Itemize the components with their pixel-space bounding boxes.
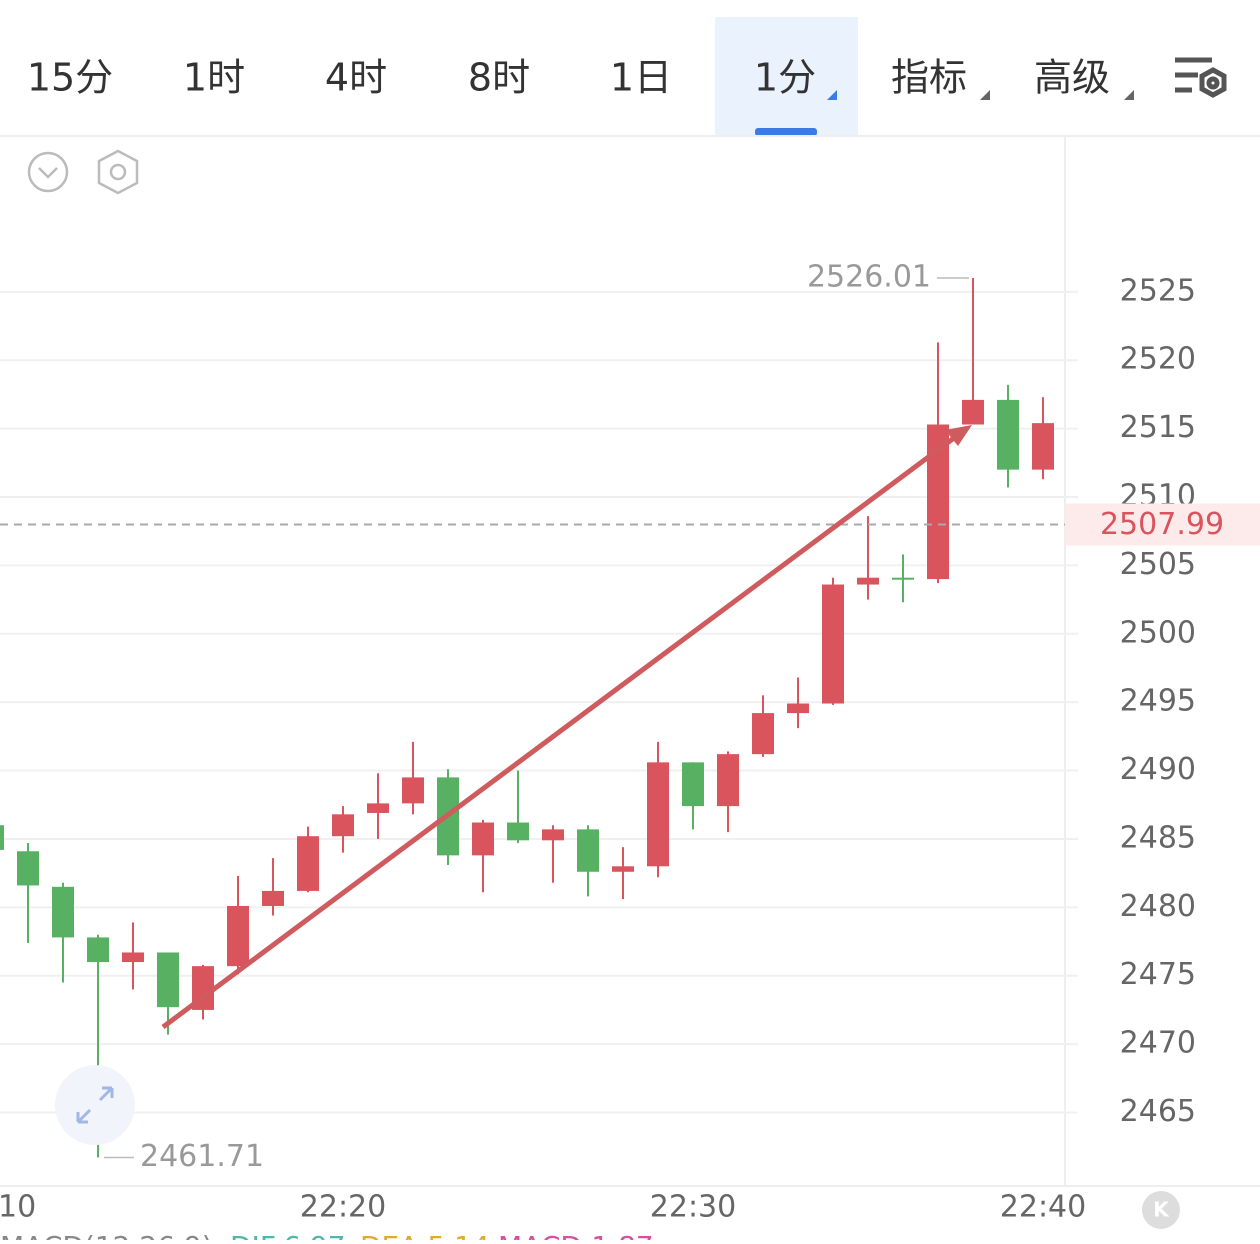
y-tick-label: 2470 xyxy=(1120,1026,1196,1061)
candle-body xyxy=(577,829,599,872)
candle-body xyxy=(822,584,844,704)
candle-body xyxy=(227,905,249,967)
candle-body xyxy=(122,952,144,963)
candle-body xyxy=(17,851,39,886)
x-tick-label: 22:10 xyxy=(0,1190,36,1225)
indicator-dif: DIF:6.97 xyxy=(230,1230,346,1240)
candle-body xyxy=(0,825,4,850)
fullscreen-button[interactable] xyxy=(55,1065,135,1145)
candle-body xyxy=(472,822,494,856)
candle-body xyxy=(507,822,529,841)
candle-body xyxy=(717,754,739,807)
chart-settings[interactable] xyxy=(97,149,139,195)
y-tick-label: 2490 xyxy=(1120,752,1196,787)
tab[interactable]: 8时 xyxy=(468,56,530,100)
indicator-macd: MACD:1.87 xyxy=(498,1230,654,1240)
tab[interactable]: 指标 xyxy=(891,56,967,100)
candle-body xyxy=(787,703,809,714)
active-tab-indicator xyxy=(755,128,817,136)
candle-body xyxy=(752,713,774,755)
y-tick-label: 2520 xyxy=(1120,342,1196,377)
y-tick-label: 2485 xyxy=(1120,820,1196,855)
tab[interactable]: 15分 xyxy=(27,56,113,100)
candle-body xyxy=(402,777,424,804)
x-tick-label: 22:40 xyxy=(1000,1190,1086,1225)
settings-icon[interactable] xyxy=(1175,57,1227,98)
trend-arrow xyxy=(161,429,964,1030)
last-price-box xyxy=(1065,503,1260,546)
indicator-name: MACD(12,26,9) xyxy=(0,1230,213,1240)
svg-text:K: K xyxy=(1153,1198,1170,1222)
candle-body xyxy=(297,836,319,891)
candle-body xyxy=(612,866,634,872)
candle-body xyxy=(367,803,389,813)
x-tick-label: 22:20 xyxy=(300,1190,386,1225)
collapse-button[interactable] xyxy=(27,151,69,193)
tab[interactable]: 4时 xyxy=(325,56,387,100)
candle-body xyxy=(927,424,949,580)
tab[interactable]: 1时 xyxy=(183,56,245,100)
y-tick-label: 2480 xyxy=(1120,889,1196,924)
active-tab-bg xyxy=(715,17,858,135)
kline-button[interactable] xyxy=(1142,1191,1180,1229)
x-tick-label: 22:30 xyxy=(650,1190,736,1225)
tab[interactable]: 1日 xyxy=(610,56,672,100)
y-tick-label: 2495 xyxy=(1120,684,1196,719)
candle-body xyxy=(542,829,564,841)
y-tick-label: 2475 xyxy=(1120,957,1196,992)
candle-body xyxy=(1032,423,1054,470)
y-tick-label: 2465 xyxy=(1120,1094,1196,1129)
candle-body xyxy=(962,399,984,425)
candle-body xyxy=(157,952,179,1008)
y-tick-label: 2505 xyxy=(1120,547,1196,582)
candle-body xyxy=(997,399,1019,470)
candle-body xyxy=(332,814,354,837)
candle-body xyxy=(87,937,109,963)
y-tick-label: 2500 xyxy=(1120,615,1196,650)
last-price-label: 2507.99 xyxy=(1100,507,1224,542)
candle-body xyxy=(857,577,879,585)
tab[interactable]: 1分 xyxy=(754,56,816,100)
candle-body xyxy=(647,762,669,867)
y-tick-label: 2525 xyxy=(1120,273,1196,308)
candle-body xyxy=(682,762,704,807)
min-label: 2461.71 xyxy=(140,1139,264,1174)
indicator-dea: DEA:5.14 xyxy=(360,1230,490,1240)
candle-body xyxy=(52,886,74,938)
candle-body xyxy=(892,577,914,580)
tab[interactable]: 高级 xyxy=(1034,56,1110,100)
max-label: 2526.01 xyxy=(807,260,931,295)
candle-body xyxy=(262,890,284,906)
y-tick-label: 2515 xyxy=(1120,410,1196,445)
